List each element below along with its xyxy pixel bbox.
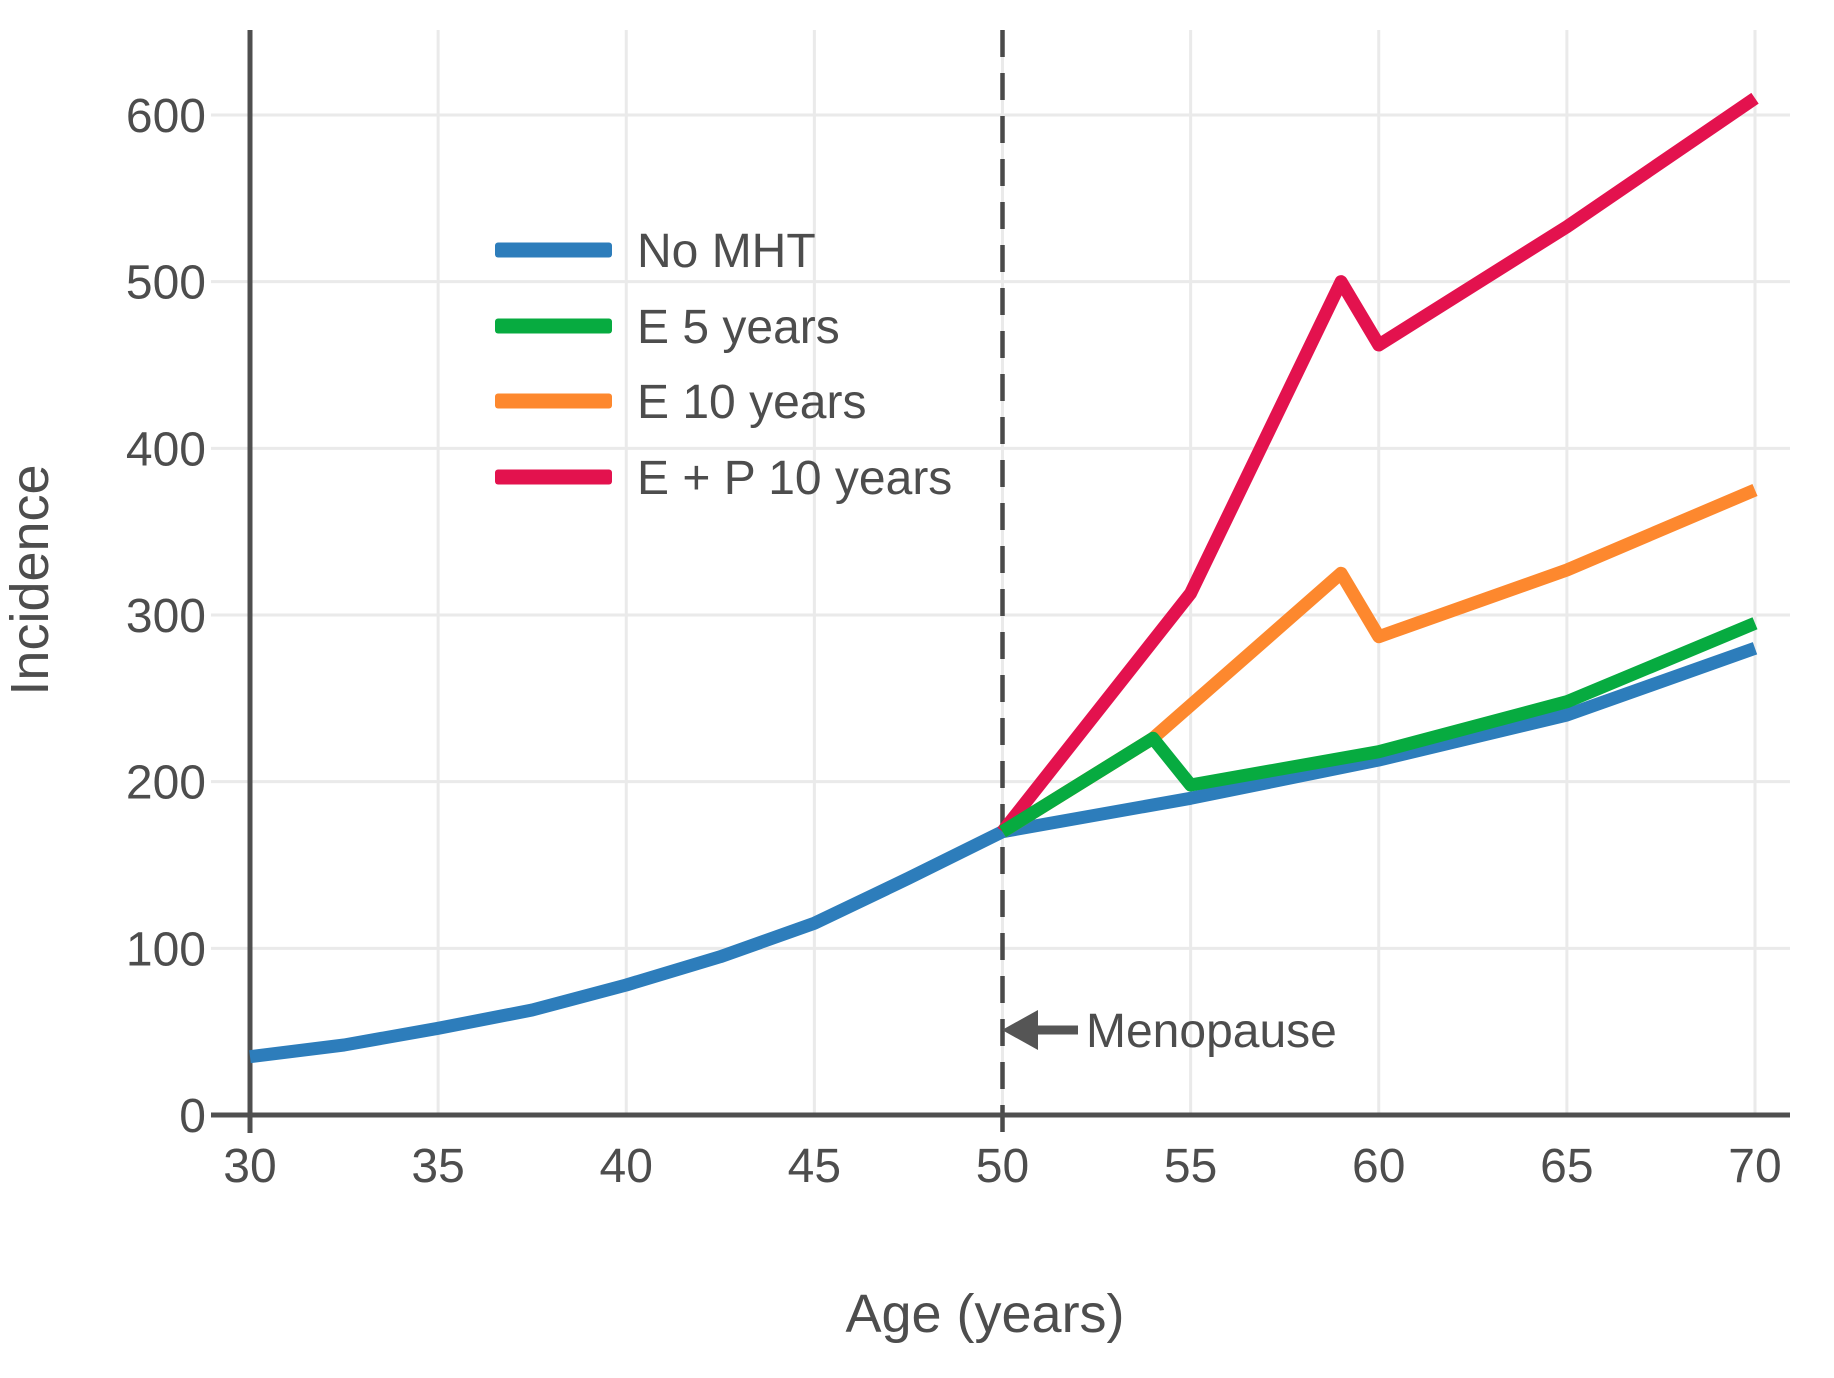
tick-labels: 0 100 200 300 400 500 600 30 35 40 45 50 55 60 65 70: [126, 90, 1782, 1193]
y-tick-label: 600: [126, 90, 206, 143]
y-tick-label: 0: [179, 1090, 206, 1143]
legend-label-e-5-years: E 5 years: [637, 301, 840, 354]
y-tick-label: 200: [126, 757, 206, 810]
y-tick-label: 100: [126, 923, 206, 976]
series-line-e-p-10-years: [997, 92, 1759, 836]
axes: [211, 30, 1790, 1133]
legend: No MHT E 5 years E 10 years E + P 10 years: [495, 225, 952, 505]
x-tick-label: 45: [788, 1140, 841, 1193]
y-axis-title: Incidence: [0, 464, 60, 695]
x-tick-label: 70: [1728, 1140, 1781, 1193]
x-tick-label: 55: [1164, 1140, 1217, 1193]
x-tick-label: 50: [976, 1140, 1029, 1193]
menopause-annotation: Menopause: [1002, 1005, 1337, 1058]
x-tick-label: 40: [600, 1140, 653, 1193]
legend-label-no-mht: No MHT: [637, 225, 816, 278]
legend-swatch-no-mht: [495, 242, 612, 258]
x-tick-label: 65: [1540, 1140, 1593, 1193]
legend-label-e-10-years: E 10 years: [637, 376, 866, 429]
x-tick-label: 30: [223, 1140, 276, 1193]
y-tick-label: 500: [126, 257, 206, 310]
x-tick-label: 35: [411, 1140, 464, 1193]
menopause-arrow-icon: [1002, 1010, 1038, 1050]
x-tick-label: 60: [1352, 1140, 1405, 1193]
y-tick-label: 300: [126, 590, 206, 643]
menopause-annotation-text: Menopause: [1086, 1005, 1337, 1058]
series-lines: [249, 92, 1759, 1064]
y-tick-label: 400: [126, 423, 206, 476]
series-line-e-5-years: [999, 617, 1758, 838]
legend-swatch-e-5-years: [495, 318, 612, 334]
x-axis-title: Age (years): [845, 1284, 1124, 1344]
legend-swatch-e-p-10-years: [495, 469, 612, 485]
legend-label-e-p-10-years: E + P 10 years: [637, 452, 952, 505]
legend-swatch-e-10-years: [495, 393, 612, 409]
series-line-no-mht: [249, 642, 1758, 1064]
